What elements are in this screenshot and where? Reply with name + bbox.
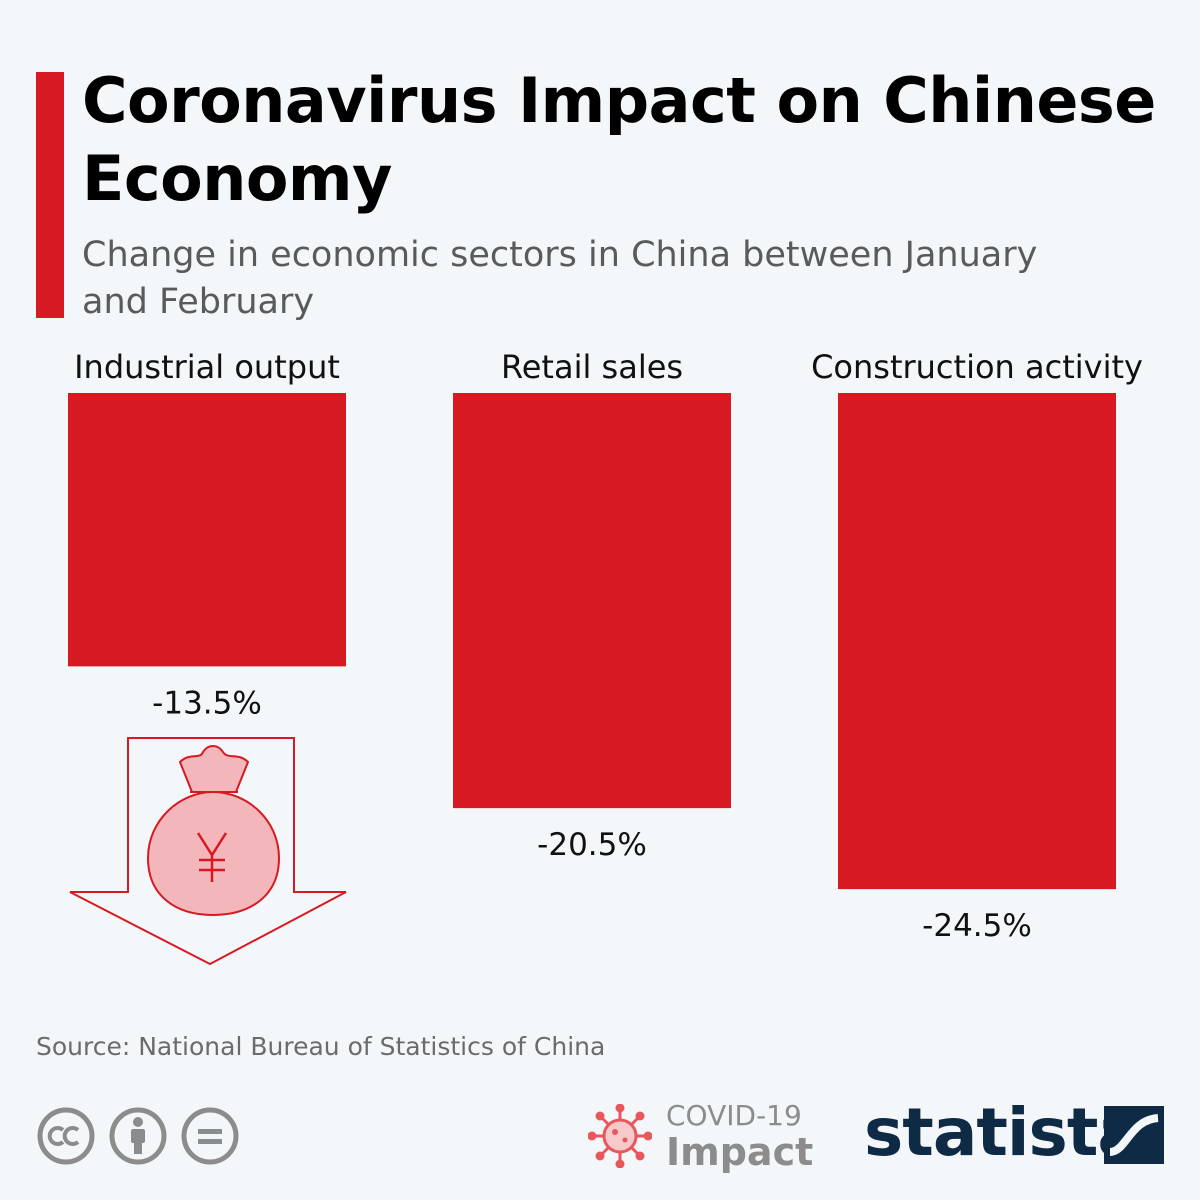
bar bbox=[838, 393, 1116, 890]
attribution-icon[interactable] bbox=[108, 1106, 168, 1166]
category-label: Construction activity bbox=[811, 348, 1143, 386]
bar-chart: Industrial output -13.5% Retail sales -20.5… bbox=[68, 348, 1143, 966]
title-accent-bar bbox=[36, 72, 64, 318]
cc-icon[interactable] bbox=[36, 1106, 96, 1166]
category-label: Retail sales bbox=[501, 348, 683, 386]
bar bbox=[453, 393, 731, 809]
category-label: Industrial output bbox=[74, 348, 340, 386]
badge-line-2: Impact bbox=[666, 1130, 814, 1174]
bar bbox=[68, 393, 346, 667]
covid-impact-badge: COVID-19 Impact bbox=[666, 1098, 814, 1174]
chart-subtitle: Change in economic sectors in China betw… bbox=[82, 235, 1038, 322]
value-label: -20.5% bbox=[537, 827, 647, 863]
value-label: -24.5% bbox=[922, 908, 1032, 944]
virus-icon bbox=[588, 1104, 652, 1168]
statista-logo-icon[interactable] bbox=[1104, 1106, 1164, 1164]
statista-logo-text[interactable]: statista bbox=[864, 1094, 1142, 1171]
no-derivatives-icon[interactable] bbox=[180, 1106, 240, 1166]
chart-title: Coronavirus Impact on Chinese Economy bbox=[82, 64, 1156, 215]
money-bag-down-arrow-icon bbox=[69, 737, 347, 966]
source-note: Source: National Bureau of Statistics of… bbox=[36, 1032, 606, 1061]
badge-line-1: COVID-19 bbox=[666, 1099, 802, 1132]
value-label: -13.5% bbox=[152, 685, 262, 721]
